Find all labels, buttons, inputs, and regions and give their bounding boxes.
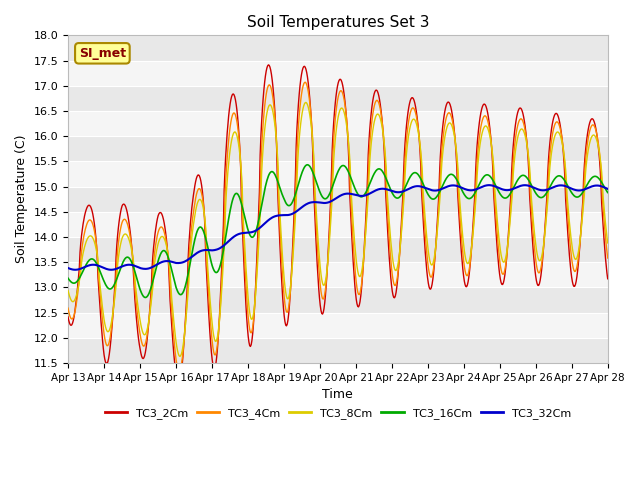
Legend: TC3_2Cm, TC3_4Cm, TC3_8Cm, TC3_16Cm, TC3_32Cm: TC3_2Cm, TC3_4Cm, TC3_8Cm, TC3_16Cm, TC3…	[100, 403, 575, 423]
Bar	[68, 312, 608, 338]
X-axis label: Time: Time	[323, 388, 353, 401]
Bar	[68, 36, 608, 60]
Bar	[68, 60, 608, 86]
Y-axis label: Soil Temperature (C): Soil Temperature (C)	[15, 135, 28, 264]
Bar	[68, 86, 608, 111]
Bar	[68, 136, 608, 161]
Bar	[68, 288, 608, 312]
Title: Soil Temperatures Set 3: Soil Temperatures Set 3	[246, 15, 429, 30]
Bar	[68, 187, 608, 212]
Bar	[68, 338, 608, 363]
Bar	[68, 212, 608, 237]
Bar	[68, 111, 608, 136]
Text: SI_met: SI_met	[79, 47, 126, 60]
Bar	[68, 237, 608, 262]
Bar	[68, 161, 608, 187]
Bar	[68, 262, 608, 288]
